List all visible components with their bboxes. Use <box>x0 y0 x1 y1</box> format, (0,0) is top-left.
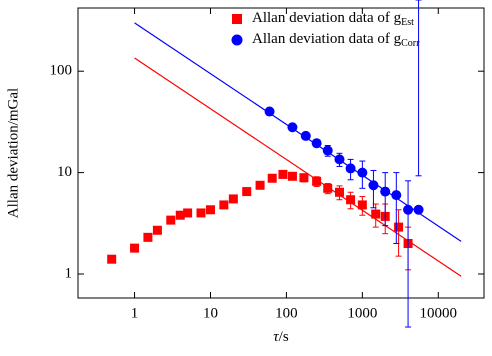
data-point <box>130 243 140 253</box>
data-point <box>311 138 322 149</box>
data-point <box>380 186 391 197</box>
data-point <box>242 187 252 197</box>
data-point <box>183 208 193 218</box>
data-point <box>403 204 414 215</box>
data-point <box>152 225 162 235</box>
data-point <box>143 232 153 242</box>
legend-subscript: Corr <box>401 38 420 49</box>
y-tick-label: 100 <box>50 63 73 79</box>
data-point <box>371 209 381 219</box>
legend-name: Allan deviation data of g <box>252 31 402 47</box>
data-point <box>228 194 238 204</box>
x-label-unit: /s <box>279 329 289 345</box>
legend-label: Allan deviation data of gCorr <box>252 31 420 49</box>
data-point <box>394 222 404 232</box>
x-tick-label: 10000 <box>420 305 458 321</box>
x-tick-label: 100 <box>275 305 298 321</box>
data-point <box>334 187 344 197</box>
data-point <box>264 106 275 117</box>
plot-frame <box>77 7 485 299</box>
error-bar <box>393 172 400 244</box>
fit-line <box>134 22 462 242</box>
data-point <box>196 208 206 218</box>
data-point <box>322 145 333 156</box>
data-point <box>357 167 368 178</box>
x-tick-label: 10 <box>203 305 218 321</box>
data-point <box>107 254 117 264</box>
error-bar <box>405 180 412 328</box>
legend-label: Allan deviation data of gEst <box>252 10 414 28</box>
data-point <box>175 210 185 220</box>
x-axis-label: τ/s <box>273 329 289 345</box>
data-point <box>287 122 298 133</box>
legend-subscript: Est <box>401 17 414 28</box>
legend-marker <box>232 14 242 24</box>
data-point <box>346 195 356 205</box>
data-point <box>391 190 402 201</box>
data-point <box>287 171 297 181</box>
data-point <box>166 215 176 225</box>
error-bar <box>382 172 389 227</box>
legend-marker <box>231 34 243 46</box>
data-point <box>368 180 379 191</box>
data-point <box>345 163 356 174</box>
data-point <box>299 173 309 183</box>
x-label-symbol: τ <box>273 329 279 345</box>
data-point <box>255 180 265 190</box>
x-tick-label: 1 <box>131 305 139 321</box>
legend-name: Allan deviation data of g <box>252 10 402 26</box>
data-point <box>323 183 333 193</box>
data-point <box>300 130 311 141</box>
y-axis-label: Allan deviation/mGal <box>5 88 21 218</box>
data-point <box>205 205 215 215</box>
y-tick-label: 1 <box>65 265 73 281</box>
data-point <box>278 169 288 179</box>
data-point <box>357 200 367 210</box>
data-point <box>219 200 229 210</box>
error-bar <box>415 0 422 177</box>
x-tick-label: 1000 <box>347 305 377 321</box>
data-point <box>312 176 322 186</box>
data-point <box>413 204 424 215</box>
data-point <box>334 154 345 165</box>
y-tick-label: 10 <box>57 164 72 180</box>
data-point <box>267 173 277 183</box>
